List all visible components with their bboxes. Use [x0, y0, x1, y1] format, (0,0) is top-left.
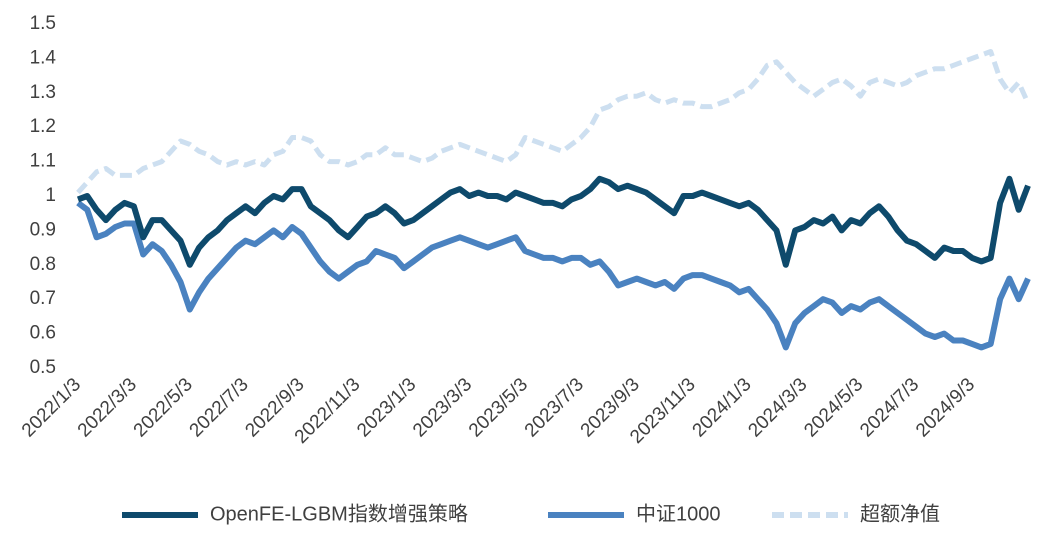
y-tick-label: 1.1 — [30, 151, 56, 172]
y-tick-label: 0.7 — [30, 288, 56, 309]
legend-label: 中证1000 — [636, 502, 721, 525]
y-tick-label: 0.8 — [30, 254, 56, 275]
y-tick-label: 1.2 — [30, 116, 56, 137]
x-tick-label: 2022/5/3 — [130, 374, 197, 441]
y-tick-label: 1 — [45, 185, 56, 206]
y-tick-label: 0.5 — [30, 357, 56, 378]
y-tick-label: 1.3 — [30, 82, 56, 103]
x-tick-label: 2024/7/3 — [856, 374, 923, 441]
series-line — [76, 200, 1031, 351]
x-tick-label: 2024/5/3 — [800, 374, 867, 441]
y-tick-label: 0.9 — [30, 219, 56, 240]
y-tick-label: 1.4 — [30, 47, 57, 68]
series-line — [76, 49, 1031, 195]
series-line — [76, 175, 1031, 268]
x-tick-label: 2023/5/3 — [465, 374, 532, 441]
x-tick-label: 2023/3/3 — [409, 374, 476, 441]
x-tick-label: 2023/7/3 — [521, 374, 588, 441]
legend-label: 超额净值 — [860, 502, 940, 525]
x-tick-label: 2024/1/3 — [689, 374, 756, 441]
y-tick-label: 0.6 — [30, 323, 56, 344]
legend-label: OpenFE-LGBM指数增强策略 — [210, 502, 468, 525]
x-tick-label: 2022/7/3 — [186, 374, 253, 441]
y-tick-label: 1.5 — [30, 13, 56, 34]
x-tick-label: 2024/3/3 — [744, 374, 811, 441]
x-tick-label: 2022/1/3 — [18, 374, 85, 441]
x-tick-label: 2024/9/3 — [912, 374, 979, 441]
x-tick-label: 2023/1/3 — [353, 374, 420, 441]
x-tick-label: 2022/3/3 — [74, 374, 141, 441]
